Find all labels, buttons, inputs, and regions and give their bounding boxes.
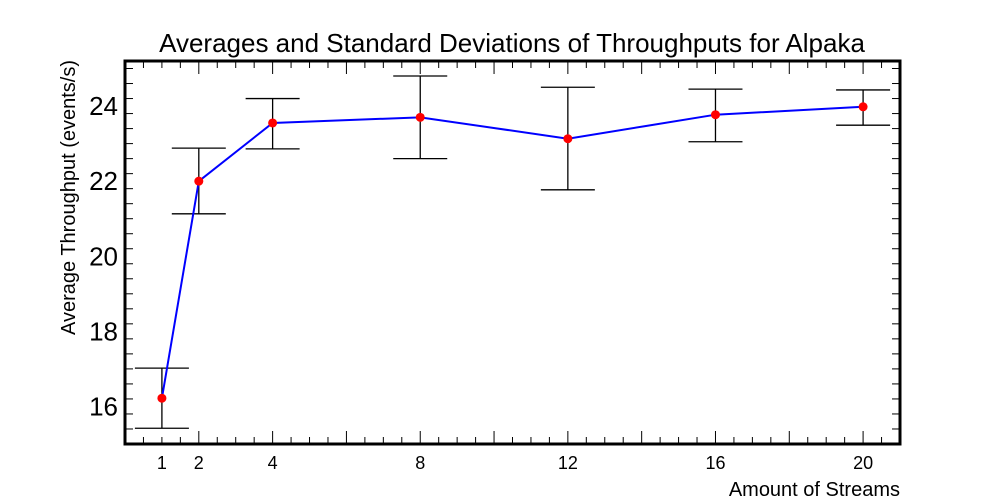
data-point — [563, 134, 573, 144]
y-tick-label: 22 — [89, 166, 118, 196]
x-tick-label: 16 — [705, 453, 725, 473]
data-point — [710, 110, 720, 120]
y-axis-label: Average Throughput (events/s) — [58, 60, 80, 335]
data-point — [415, 112, 425, 122]
x-axis-label: Amount of Streams — [729, 479, 900, 500]
x-tick-label: 8 — [415, 453, 425, 473]
series-line — [160, 105, 864, 399]
y-tick-label: 24 — [89, 91, 118, 121]
x-tick-label: 12 — [558, 453, 578, 473]
y-tick-label: 18 — [89, 316, 118, 346]
x-tick-label: 20 — [853, 453, 873, 473]
y-tick-label: 16 — [89, 391, 118, 421]
x-tick-label: 2 — [194, 453, 204, 473]
data-point — [858, 102, 868, 112]
plot-frame — [123, 59, 902, 446]
chart-title: Averages and Standard Deviations of Thro… — [159, 28, 865, 58]
data-point — [194, 176, 204, 186]
data-point — [268, 118, 278, 128]
data-point — [157, 393, 167, 403]
x-tick-label: 1 — [157, 453, 167, 473]
y-tick-label: 20 — [89, 241, 118, 271]
x-tick-label: 4 — [268, 453, 278, 473]
